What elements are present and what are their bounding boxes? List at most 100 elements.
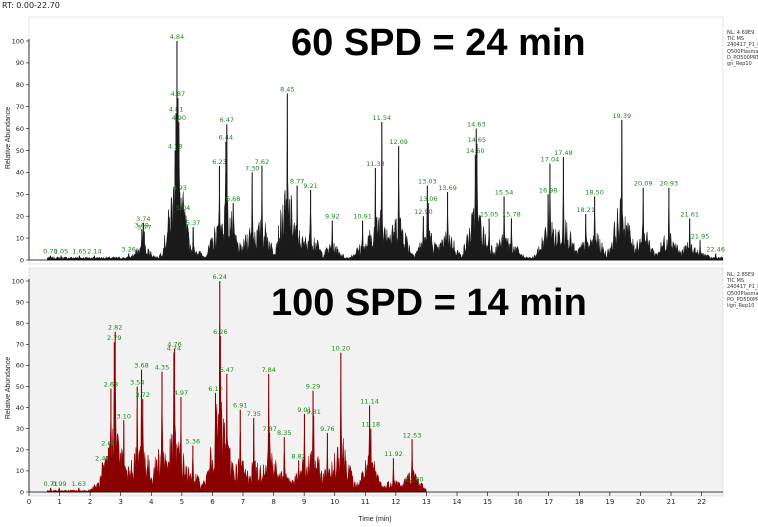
panel-60spd-peak-label: 21.61 — [680, 210, 699, 218]
panel-60spd-trace — [47, 99, 724, 261]
panel-60spd-y-axis-label: Relative Abundance — [5, 107, 12, 169]
panel-60spd-peak-label: 14.63 — [467, 121, 486, 129]
panel-100spd-peak-label: 9.31 — [306, 408, 320, 416]
panel-60spd-peak-label: 15.05 — [480, 210, 499, 218]
panel-100spd-peak-label: 2.79 — [107, 334, 121, 342]
panel-100spd-peak-label: 2.82 — [108, 324, 122, 332]
panel-100spd-side-info-line: 240417_P1_Ne — [727, 284, 758, 291]
panel-60spd-peak-label: 14.60 — [466, 147, 485, 155]
panel-100spd-peak-label: 6.10 — [208, 385, 222, 393]
panel-100spd-side-info-line: PO_PO500PRTC — [727, 296, 758, 303]
panel-60spd-trace-line — [47, 99, 724, 261]
panel-60spd-peak-label: 4.78 — [168, 143, 182, 151]
panel-60spd-peak-label: 3.77 — [137, 224, 151, 232]
panel-60spd-peak-label: 9.21 — [303, 182, 317, 190]
panel-60spd-peak-label: 15.54 — [495, 188, 514, 196]
panel-60spd-peak-labels: 0.701.05 1.65 2.14 3.26 3.693.743.77 4.78 4.81… — [43, 33, 725, 260]
panel-100spd-x-tick-label: 17 — [544, 498, 553, 506]
panel-60spd-peak-label: 6.23 — [212, 158, 226, 166]
panel-100spd-peak-label: 0.71 — [43, 480, 57, 488]
panel-60spd-peak-label: 3.69 — [135, 221, 149, 229]
panel-100spd-x-tick-label: 8 — [271, 498, 275, 506]
panel-100spd-peak-label: 7.87 — [262, 425, 276, 433]
panel-60spd-side-info-line: Q500Plasma_6 — [727, 48, 758, 55]
panel-100spd-trace — [47, 323, 427, 493]
panel-100spd-peak-label: 1.63 — [72, 480, 86, 488]
panel-100spd-side-info: NL: 2.85E9 TIC MS 240417_P1_Ne Q500Plasm… — [727, 272, 758, 309]
panel-100spd-y-tick-label: 70 — [16, 341, 24, 349]
panel-60spd-peak-label: 4.93 — [172, 184, 186, 192]
panel-60spd-peak-label: 18.50 — [585, 188, 604, 196]
panel-60spd-peak-label: 14.65 — [468, 136, 487, 144]
panel-100spd-x-tick-label: 3 — [118, 498, 122, 506]
panel-100spd-x-tick-label: 12 — [391, 498, 400, 506]
panel-100spd-peak-label: 0.99 — [52, 480, 66, 488]
panel-60spd-side-info-line: gn_Rep10 — [727, 61, 752, 68]
panel-100spd-side-info-line: NL: 2.85E9 — [727, 272, 755, 278]
panel-100spd-peak-label: 7.84 — [261, 366, 275, 374]
panel-100spd-peak-label: 6.47 — [220, 366, 234, 374]
panel-100spd-x-tick-label: 2 — [88, 498, 92, 506]
panel-60spd-y-tick-label: 40 — [16, 169, 24, 177]
panel-60spd-overlay-title: 60 SPD = 24 min — [291, 22, 586, 64]
panel-60spd-peak-label: 4.81 — [169, 105, 183, 113]
panel-60spd-peak-label: 7.62 — [255, 158, 269, 166]
panel-60spd-peak-label: 5.37 — [186, 219, 200, 227]
panel-100spd-x-tick-label: 20 — [636, 498, 645, 506]
panel-60spd-peak-label: 2.14 — [87, 248, 101, 256]
panel-60spd-peak-label: 3.74 — [136, 215, 150, 223]
panel-100spd-peak-label: 4.74 — [167, 345, 181, 353]
panel-100spd-peak-label: 9.29 — [306, 383, 320, 391]
panel-60spd-peak-label: 16.98 — [539, 186, 558, 194]
panel-100spd-y-tick-label: 10 — [16, 467, 24, 475]
panel-60spd-peak-label: 17.04 — [541, 156, 560, 164]
panel-100spd-peak-label: 4.35 — [155, 364, 169, 372]
panel-60spd-peak-label: 0.70 — [43, 248, 57, 256]
panel-60spd: 0.701.05 1.65 2.14 3.26 3.693.743.77 4.78 4.81… — [5, 16, 725, 264]
panel-100spd-y-axis-label: Relative Abundance — [5, 357, 12, 419]
panel-100spd-y-tick-label: 30 — [16, 425, 24, 433]
panel-100spd-peak-label: 11.18 — [361, 421, 380, 429]
panel-60spd-peak-label: 4.90 — [172, 114, 186, 122]
panel-60spd-y-tick-label: 10 — [16, 234, 24, 242]
panel-100spd-x-tick-label: 6 — [210, 498, 215, 506]
panel-60spd-peak-label: 20.09 — [634, 180, 653, 188]
panel-100spd-y-tick-label: 50 — [16, 383, 24, 391]
panel-60spd-peak-label: 3.26 — [121, 245, 135, 253]
panel-100spd-peak-label: 11.14 — [360, 397, 379, 405]
panel-60spd-side-info-line: 240417_P1_Ne — [727, 42, 758, 49]
panel-100spd-peak-label: 7.35 — [246, 410, 260, 418]
panel-60spd-side-info-line: TIC MS — [727, 36, 745, 43]
panel-100spd-x-tick-label: 9 — [302, 498, 306, 506]
panel-100spd-peak-label: 6.24 — [213, 273, 227, 281]
panel-100spd-peak-label: 8.35 — [277, 429, 291, 437]
panel-100spd-peak-label: 4.97 — [174, 389, 188, 397]
panel-100spd-x-tick-label: 18 — [575, 498, 584, 506]
panel-60spd-peak-label: 7.30 — [245, 164, 259, 172]
panel-60spd-peak-label: 12.09 — [389, 138, 408, 146]
panel-100spd-side-info-line: lign_Rep10 — [727, 303, 755, 310]
panel-60spd-peak-label: 21.95 — [691, 232, 710, 240]
panel-100spd-peak-label: 4.76 — [167, 341, 181, 349]
panel-100spd-y-tick-label: 60 — [16, 362, 24, 370]
panel-100spd-x-tick-label: 16 — [514, 498, 523, 506]
panel-100spd-side-info-line: Q500Plasma_1 — [727, 290, 758, 297]
panel-100spd-y-tick-label: 0 — [20, 488, 24, 496]
panel-100spd-x-tick-label: 7 — [241, 498, 245, 506]
panel-100spd-peak-label: 12.60 — [405, 476, 424, 484]
panel-60spd-side-info: NL: 4.69E9 TIC MS 240417_P1_Ne Q500Plasm… — [727, 30, 758, 67]
panel-100spd-peak-label: 2.60 — [101, 440, 115, 448]
panel-100spd-x-tick-label: 21 — [667, 498, 676, 506]
panel-100spd-x-tick-label: 1 — [57, 498, 61, 506]
panel-60spd-peak-label: 1.05 — [54, 248, 68, 256]
panel-60spd-peak-label: 11.54 — [373, 114, 392, 122]
panel-100spd-x-tick-label: 19 — [605, 498, 614, 506]
panel-60spd-y-axis: 0 10 20 30 40 50 60 70 80 90 100 — [12, 37, 723, 264]
panel-100spd-peak-label: 3.10 — [117, 412, 131, 420]
panel-100spd-peak-label: 8.82 — [291, 452, 305, 460]
panel-60spd-y-tick-label: 100 — [12, 37, 24, 45]
panel-100spd-y-tick-label: 40 — [16, 404, 24, 412]
panel-100spd: 0.710.99 1.63 2.40 2.60 2.68 2.79 2.82 3.10 3.54… — [5, 267, 724, 523]
panel-60spd-peak-label: 10.91 — [353, 213, 372, 221]
